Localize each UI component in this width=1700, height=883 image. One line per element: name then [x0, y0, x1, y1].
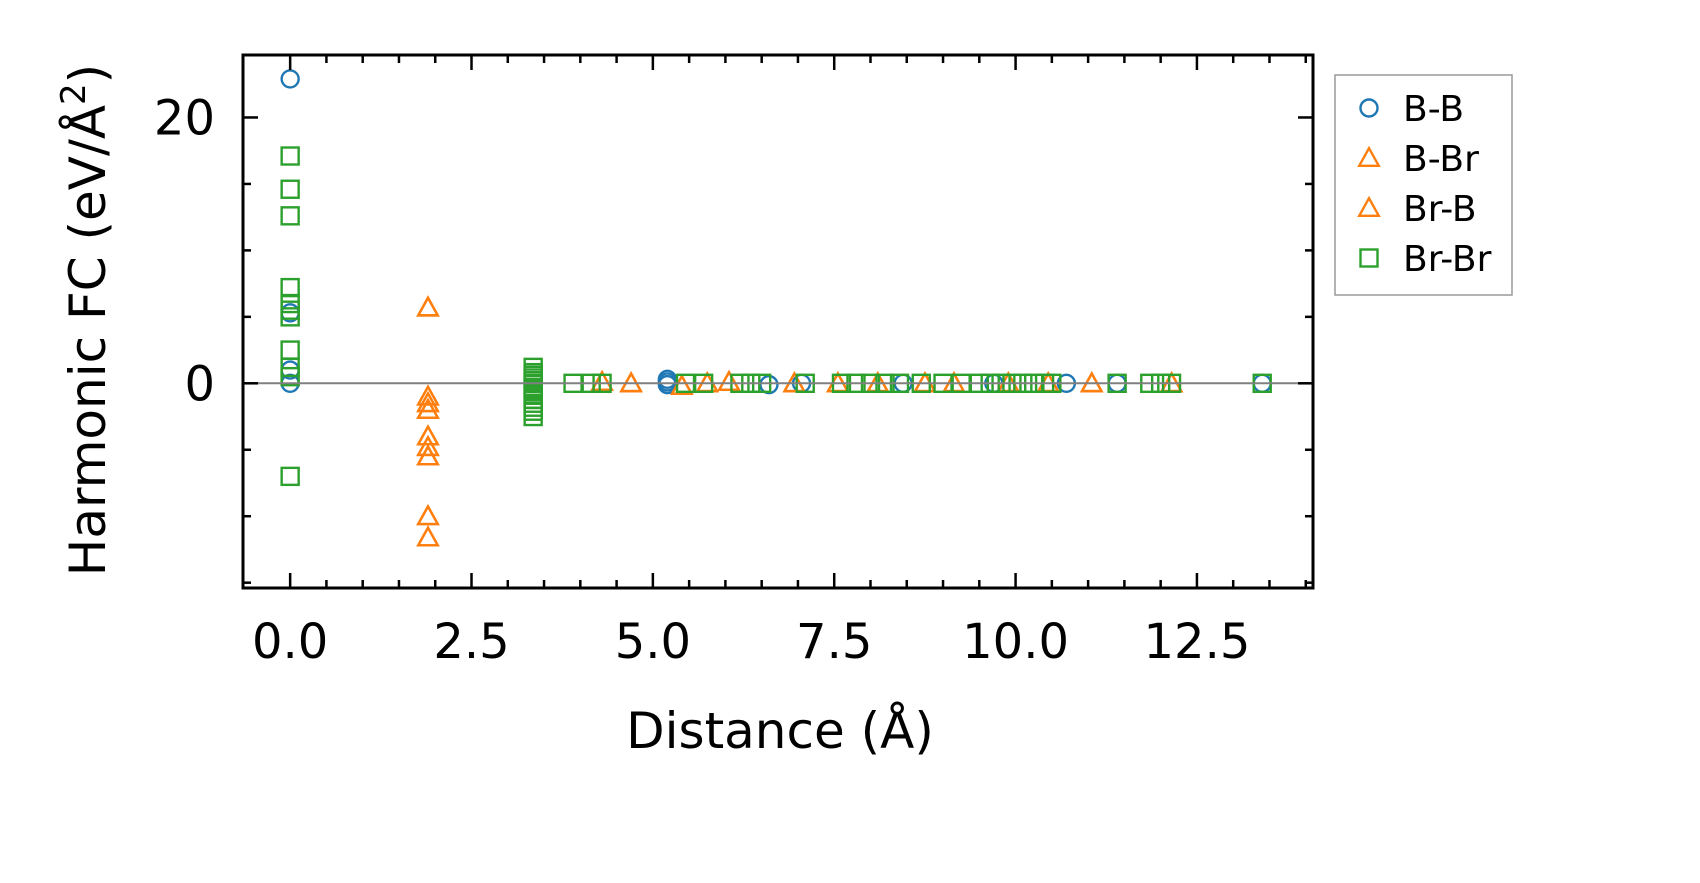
legend-label: B-Br — [1403, 139, 1479, 180]
triangle-point — [416, 434, 440, 457]
x-axis-title: Distance (Å) — [626, 702, 934, 760]
x-tick-labels: 0.0 2.5 5.0 7.5 10.0 12.5 — [252, 614, 1250, 670]
square-point — [280, 366, 300, 387]
square-point — [280, 340, 300, 360]
square-point — [523, 406, 543, 427]
square-point — [280, 307, 300, 327]
triangle-point — [416, 397, 440, 419]
chart-legend: B-B B-Br Br-B Br-Br — [1334, 74, 1513, 296]
square-point — [280, 206, 300, 226]
x-tick-label: 12.5 — [1143, 614, 1250, 670]
legend-label: Br-Br — [1403, 239, 1492, 280]
x-tick-label: 2.5 — [433, 614, 509, 670]
square-point — [523, 384, 543, 404]
data-markers — [280, 69, 1272, 547]
series-br-b — [416, 295, 1184, 547]
triangle-point — [416, 525, 440, 547]
y-tick-label: 0 — [184, 356, 215, 412]
y-tick-label: 20 — [154, 90, 215, 146]
triangle-point — [416, 384, 440, 406]
triangle-point — [416, 503, 440, 526]
triangle-point — [416, 295, 440, 317]
triangle-point — [416, 525, 440, 547]
triangle-point — [416, 444, 440, 466]
triangle-point — [416, 503, 440, 526]
y-axis-title-main: Harmonic FC (eV/Å — [59, 105, 117, 576]
triangle-point — [717, 369, 741, 391]
y-tick-labels: 0 20 — [154, 90, 215, 412]
triangle-point — [416, 397, 440, 419]
y-axis-title-close: ) — [59, 64, 117, 84]
triangle-point — [416, 390, 440, 413]
y-axis-title: Harmonic FC (eV/Å2) — [54, 64, 117, 576]
triangle-point — [416, 295, 440, 317]
square-point — [280, 179, 300, 199]
plot-area-frame — [241, 53, 1315, 590]
legend-label: Br-B — [1403, 189, 1477, 230]
series-b-b — [280, 69, 1272, 395]
legend-triangle-marker — [1357, 195, 1381, 218]
square-point — [280, 277, 300, 298]
x-tick-label: 5.0 — [615, 614, 691, 670]
square-point — [280, 466, 300, 487]
legend-circle-marker — [1359, 98, 1379, 118]
x-tick-label: 10.0 — [962, 614, 1069, 670]
series-b-br — [416, 295, 1184, 547]
x-tick-label: 7.5 — [796, 614, 872, 670]
circle-point — [759, 374, 779, 395]
triangle-point — [590, 369, 614, 391]
legend-triangle-marker — [1357, 145, 1381, 168]
legend-box — [1334, 74, 1513, 296]
axis-ticks — [243, 55, 1313, 588]
legend-square-marker — [1359, 248, 1379, 268]
square-point — [280, 146, 300, 166]
y-axis-title-superscript: 2 — [54, 83, 94, 105]
x-tick-label: 0.0 — [252, 614, 328, 670]
legend-label: B-B — [1403, 89, 1464, 130]
circle-point — [280, 69, 300, 89]
